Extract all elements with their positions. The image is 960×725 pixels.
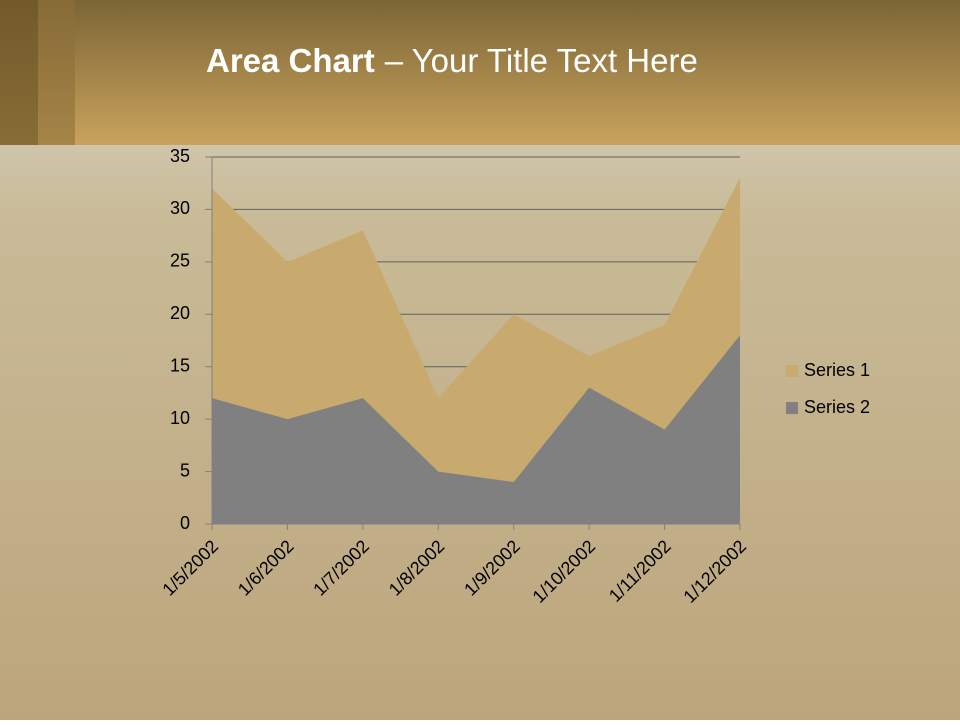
y-tick-label: 5	[180, 460, 190, 480]
y-tick-label: 35	[170, 146, 190, 166]
legend-swatch	[786, 402, 798, 414]
y-tick-label: 0	[180, 513, 190, 533]
legend-swatch	[786, 365, 798, 377]
legend-label: Series 2	[804, 397, 870, 417]
title-bold: Area Chart	[206, 42, 375, 79]
y-tick-label: 25	[170, 251, 190, 271]
area	[212, 335, 740, 524]
header-strip	[38, 0, 75, 145]
title-rest: – Your Title Text Here	[385, 42, 698, 79]
y-tick-label: 20	[170, 303, 190, 323]
y-tick-label: 30	[170, 198, 190, 218]
slide-title: Area Chart – Your Title Text Here	[206, 42, 698, 79]
y-tick-label: 10	[170, 408, 190, 428]
y-tick-label: 15	[170, 355, 190, 375]
header-strip	[0, 0, 38, 145]
legend-label: Series 1	[804, 360, 870, 380]
header-band	[0, 0, 960, 145]
